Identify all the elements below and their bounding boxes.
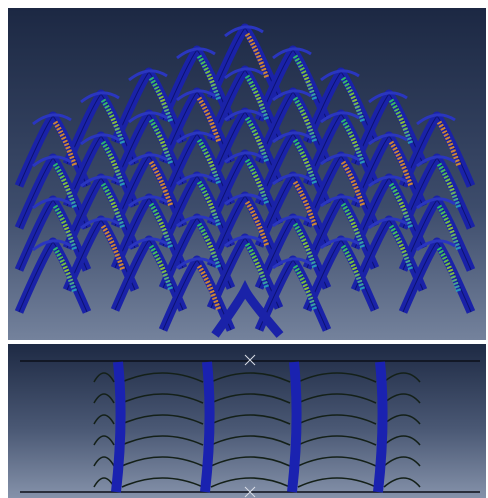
simulation-view — [0, 0, 488, 498]
column — [378, 362, 383, 492]
column — [205, 362, 210, 492]
column — [116, 362, 121, 492]
column — [292, 362, 297, 492]
bottom-viewport — [8, 344, 486, 498]
page: (() => { JSON.parse(document.getElementB… — [0, 0, 488, 498]
